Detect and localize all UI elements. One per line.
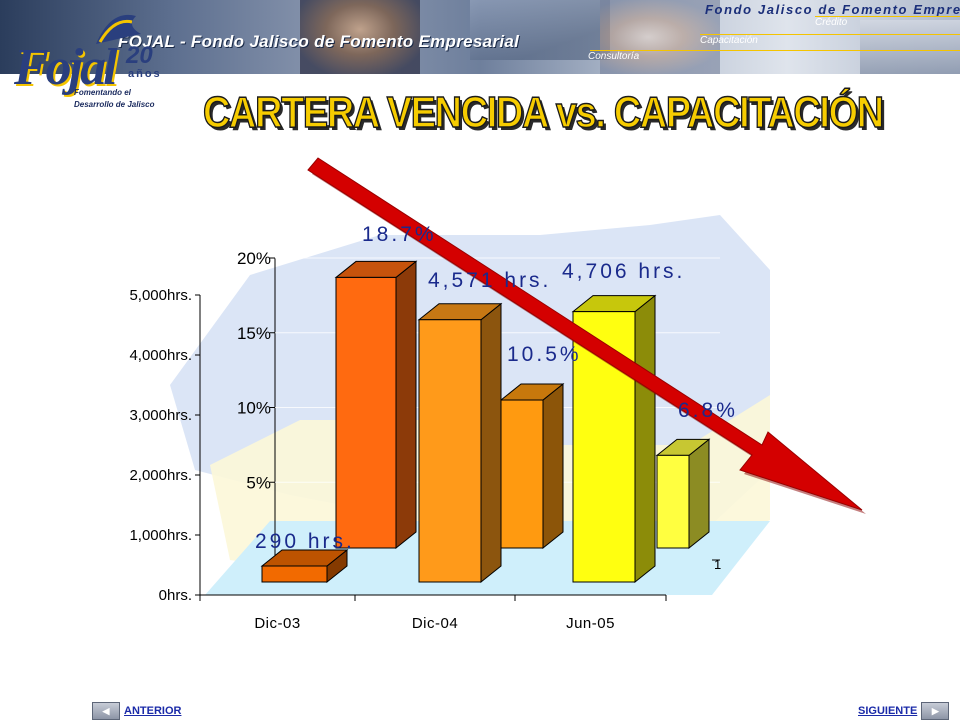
trend-arrow-icon xyxy=(307,157,866,514)
pct-tick-label: 10% xyxy=(237,399,271,418)
left-tick-label: 2,000hrs. xyxy=(129,467,192,484)
data-label-pct: 6.8% xyxy=(678,399,738,422)
data-label-hours: 4,571 hrs. xyxy=(428,269,551,292)
pct-bar-3 xyxy=(655,438,711,550)
fojal-logo: Fojal 20 años Fomentando el Desarrollo d… xyxy=(6,14,206,114)
pct-tick-label: 5% xyxy=(246,473,271,492)
left-tick-label: 3,000hrs. xyxy=(129,407,192,424)
logo-wordmark: Fojal xyxy=(14,39,118,96)
x-tick-label: Dic-04 xyxy=(412,615,458,632)
nav-next[interactable]: SIGUIENTE ▶ xyxy=(858,702,950,720)
data-label-hours: 290 hrs. xyxy=(255,530,355,553)
trend-arrow xyxy=(307,157,863,511)
hours-bar-2 xyxy=(417,302,503,584)
pct-bar-2 xyxy=(499,382,565,550)
pct-bar-3-side xyxy=(688,438,710,550)
nav-prev[interactable]: ◀ ANTERIOR xyxy=(92,702,181,720)
pct-bar-2-front xyxy=(500,399,544,549)
hours-bar-1-front xyxy=(261,565,328,583)
banner-photo xyxy=(860,20,960,74)
data-label-pct: 18.7% xyxy=(362,223,437,246)
prev-link[interactable]: ANTERIOR xyxy=(124,705,182,717)
divider xyxy=(590,50,960,51)
left-tick-label: 4,000hrs. xyxy=(129,347,192,364)
left-tick-label: 5,000hrs. xyxy=(129,287,192,304)
next-link[interactable]: SIGUIENTE xyxy=(858,705,918,717)
banner-photo xyxy=(600,0,720,74)
data-label-pct: 10.5% xyxy=(507,343,582,366)
header-banner: FOJAL - Fondo Jalisco de Fomento Empresa… xyxy=(0,0,960,74)
divider xyxy=(815,16,960,17)
x-tick-label: Jun-05 xyxy=(566,615,615,632)
pct-bar-1 xyxy=(334,260,418,550)
org-name-top: Fondo Jalisco de Fomento Empresarial xyxy=(705,2,960,17)
right-axis-stub-label: 1 xyxy=(714,557,721,572)
pct-tick-label: 15% xyxy=(237,324,271,343)
service-consultoria: Consultoría xyxy=(588,51,640,62)
arrow-left-icon[interactable]: ◀ xyxy=(92,702,120,720)
hours-bar-2-front xyxy=(418,319,482,583)
divider xyxy=(700,34,960,35)
hours-bar-2-side xyxy=(480,302,502,584)
service-credito: Crédito xyxy=(815,17,848,28)
banner-photo xyxy=(470,0,610,60)
left-tick-label: 1,000hrs. xyxy=(129,527,192,544)
logo-tagline: Fomentando el xyxy=(74,88,131,97)
logo-flag-icon xyxy=(96,14,141,44)
org-name: FOJAL - Fondo Jalisco de Fomento Empresa… xyxy=(118,32,520,51)
hours-bar-3-side xyxy=(634,294,656,584)
pct-bar-3-front xyxy=(656,454,690,549)
banner-photo xyxy=(300,0,420,74)
page-title: CARTERA VENCIDA vs. CAPACITACIÓN xyxy=(202,87,884,138)
service-capacitacion: Capacitación xyxy=(700,35,758,46)
pct-bar-2-side xyxy=(542,382,564,550)
pct-bar-1-front xyxy=(335,276,397,549)
pct-bar-1-side xyxy=(395,260,417,550)
hours-bar-1 xyxy=(260,548,349,584)
data-label-hours: 4,706 hrs. xyxy=(562,260,685,283)
logo-years-word: años xyxy=(128,68,162,80)
left-tick-label: 0hrs. xyxy=(159,587,192,604)
logo-years: 20 xyxy=(126,42,153,69)
x-tick-label: Dic-03 xyxy=(254,615,300,632)
pct-tick-label: 20% xyxy=(237,249,271,268)
arrow-right-icon[interactable]: ▶ xyxy=(921,702,950,720)
logo-tagline: Desarrollo de Jalisco xyxy=(74,100,155,109)
